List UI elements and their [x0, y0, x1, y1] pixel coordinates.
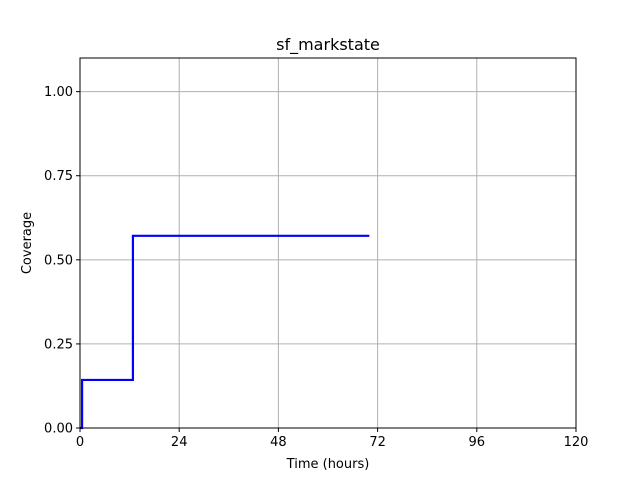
y-axis-label: Coverage [20, 212, 35, 274]
y-tick-label: 0.25 [44, 337, 73, 352]
x-axis-label: Time (hours) [286, 457, 370, 472]
y-tick-label: 0.50 [44, 253, 73, 268]
chart-title: sf_markstate [276, 35, 380, 55]
y-tick-label: 1.00 [44, 85, 73, 100]
x-tick-label: 24 [171, 435, 188, 450]
y-tick-label: 0.75 [44, 169, 73, 184]
y-tick-label: 0.00 [44, 422, 73, 437]
x-tick-label: 72 [369, 435, 386, 450]
ticks-layer: 0 24 48 72 96 120 0.00 0.25 0.50 0.75 1.00 [44, 85, 588, 450]
x-tick-label: 48 [270, 435, 287, 450]
x-tick-label: 120 [564, 435, 589, 450]
x-tick-label: 96 [469, 435, 486, 450]
plot-frame [79, 57, 577, 429]
x-tick-label: 0 [76, 435, 84, 450]
